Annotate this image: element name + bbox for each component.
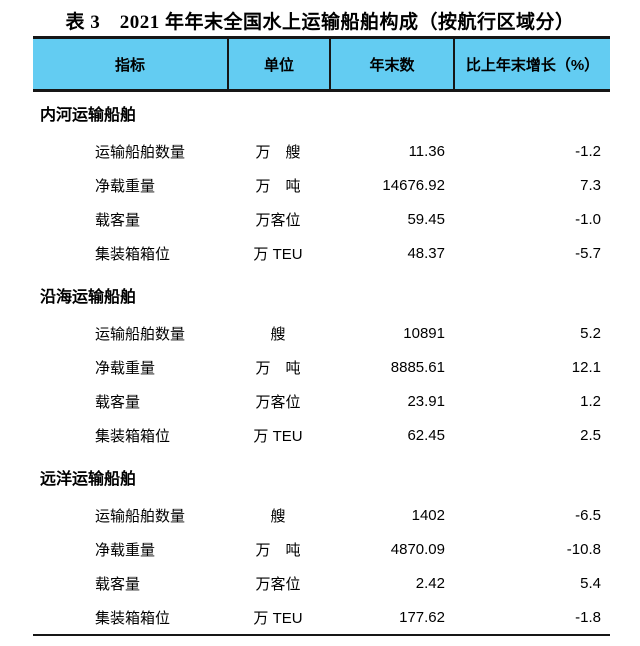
unit-cell: 万 TEU [253,427,303,445]
unit-cell: 万 TEU [253,609,303,627]
table-row: 集装箱箱位 万 TEU 62.45 2.5 [33,418,610,452]
unit-cell: 万客位 [255,211,301,229]
table-row: 载客量 万客位 2.42 5.4 [33,566,610,600]
value-cell: 23.91 [407,392,445,410]
col-header-year-end: 年末数 [329,39,453,89]
unit-cell: 万 吨 [255,177,301,195]
section-header-coastal: 沿海运输船舶 [40,289,137,306]
table-title: 表 3 2021 年年末全国水上运输船舶构成（按航行区域分） [65,12,575,33]
growth-cell: -10.8 [566,540,601,558]
section-header-ocean: 远洋运输船舶 [40,471,137,488]
value-cell: 177.62 [399,608,445,626]
growth-cell: 12.1 [571,358,601,376]
table-row: 载客量 万客位 59.45 -1.0 [33,202,610,236]
value-cell: 8885.61 [390,358,445,376]
unit-cell: 万 吨 [255,359,301,377]
table-row: 净载重量 万 吨 14676.92 7.3 [33,168,610,202]
indicator-cell: 载客量 [95,211,141,229]
table-bottom-border [33,634,610,636]
growth-cell: 5.2 [580,324,601,342]
unit-cell: 万 吨 [255,541,301,559]
indicator-cell: 运输船舶数量 [95,325,186,343]
table-row: 净载重量 万 吨 8885.61 12.1 [33,350,610,384]
unit-cell: 万客位 [255,575,301,593]
value-cell: 59.45 [407,210,445,228]
unit-cell: 万 艘 [255,143,301,161]
growth-cell: -1.2 [575,142,601,160]
indicator-cell: 运输船舶数量 [95,143,186,161]
growth-cell: -6.5 [575,506,601,524]
growth-cell: 5.4 [580,574,601,592]
indicator-cell: 集装箱箱位 [95,245,171,263]
growth-cell: -1.0 [575,210,601,228]
growth-cell: -1.8 [575,608,601,626]
table-row: 运输船舶数量 万 艘 11.36 -1.2 [33,134,610,168]
col-header-growth: 比上年末增长（%） [453,39,610,89]
section-header-inland: 内河运输船舶 [40,107,137,124]
table-row: 载客量 万客位 23.91 1.2 [33,384,610,418]
indicator-cell: 净载重量 [95,177,156,195]
indicator-cell: 集装箱箱位 [95,427,171,445]
table-row: 净载重量 万 吨 4870.09 -10.8 [33,532,610,566]
growth-cell: 2.5 [580,426,601,444]
value-cell: 4870.09 [390,540,445,558]
growth-cell: -5.7 [575,244,601,262]
indicator-cell: 集装箱箱位 [95,609,171,627]
indicator-cell: 载客量 [95,575,141,593]
growth-cell: 7.3 [580,176,601,194]
unit-cell: 艘 [270,325,286,343]
value-cell: 48.37 [407,244,445,262]
col-header-indicator: 指标 [114,56,145,74]
col-header-unit: 单位 [227,39,329,89]
value-cell: 62.45 [407,426,445,444]
unit-cell: 万客位 [255,393,301,411]
unit-cell: 万 TEU [253,245,303,263]
data-table: 指标 单位 年末数 比上年末增长（%） 内河运输船舶 运输船舶数量 万 艘 11… [33,36,610,636]
table-row: 集装箱箱位 万 TEU 177.62 -1.8 [33,600,610,634]
table-row: 运输船舶数量 艘 1402 -6.5 [33,498,610,532]
value-cell: 11.36 [408,142,445,160]
value-cell: 10891 [403,324,445,342]
indicator-cell: 净载重量 [95,359,156,377]
value-cell: 14676.92 [382,176,445,194]
growth-cell: 1.2 [580,392,601,410]
table-header-row: 指标 单位 年末数 比上年末增长（%） [33,36,610,92]
value-cell: 1402 [411,506,445,524]
unit-cell: 艘 [270,507,286,525]
indicator-cell: 净载重量 [95,541,156,559]
table-row: 运输船舶数量 艘 10891 5.2 [33,316,610,350]
indicator-cell: 载客量 [95,393,141,411]
table-row: 集装箱箱位 万 TEU 48.37 -5.7 [33,236,610,270]
indicator-cell: 运输船舶数量 [95,507,186,525]
value-cell: 2.42 [415,574,445,592]
